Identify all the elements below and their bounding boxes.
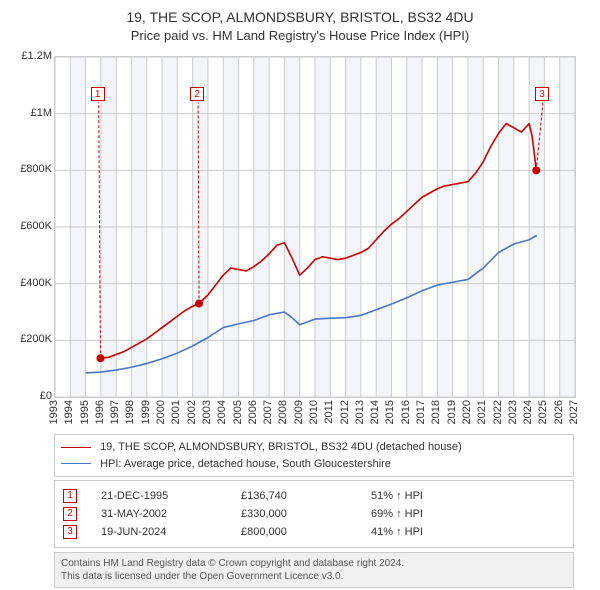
table-row: 2 31-MAY-2002 £330,000 69% ↑ HPI — [63, 505, 565, 523]
x-tick-label: 2025 — [537, 400, 549, 424]
x-tick-label: 2010 — [308, 400, 320, 424]
legend-label-1: 19, THE SCOP, ALMONDSBURY, BRISTOL, BS32… — [100, 441, 462, 453]
x-tick-label: 2013 — [354, 400, 366, 424]
point-price-1: £136,740 — [241, 490, 371, 502]
chart-title: 19, THE SCOP, ALMONDSBURY, BRISTOL, BS32… — [0, 8, 600, 27]
x-tick-label: 2021 — [476, 400, 488, 424]
x-tick-label: 2019 — [446, 400, 458, 424]
point-pct-3: 41% ↑ HPI — [371, 526, 565, 538]
footer: Contains HM Land Registry data © Crown c… — [54, 552, 574, 588]
table-row: 3 19-JUN-2024 £800,000 41% ↑ HPI — [63, 523, 565, 541]
plot-area — [54, 56, 576, 398]
x-tick-label: 2002 — [186, 400, 198, 424]
x-tick-label: 2008 — [277, 400, 289, 424]
x-tick-label: 2027 — [568, 400, 580, 424]
footer-line-2: This data is licensed under the Open Gov… — [61, 570, 567, 583]
x-tick-label: 2007 — [262, 400, 274, 424]
point-marker-1: 1 — [63, 489, 77, 503]
chart-marker-label: 1 — [91, 87, 105, 101]
table-row: 1 21-DEC-1995 £136,740 51% ↑ HPI — [63, 487, 565, 505]
point-date-1: 21-DEC-1995 — [101, 490, 241, 502]
x-tick-label: 1997 — [109, 400, 121, 424]
point-date-3: 19-JUN-2024 — [101, 526, 241, 538]
x-tick-label: 2024 — [522, 400, 534, 424]
y-tick-label: £1M — [4, 107, 52, 119]
x-tick-label: 2004 — [216, 400, 228, 424]
point-price-3: £800,000 — [241, 526, 371, 538]
point-pct-2: 69% ↑ HPI — [371, 508, 565, 520]
y-tick-label: £800K — [4, 163, 52, 175]
legend-swatch-2 — [61, 463, 91, 464]
x-tick-label: 2017 — [415, 400, 427, 424]
legend-swatch-1 — [61, 447, 91, 448]
x-tick-label: 2023 — [507, 400, 519, 424]
x-tick-label: 2012 — [339, 400, 351, 424]
x-tick-label: 2022 — [492, 400, 504, 424]
x-tick-label: 2014 — [369, 400, 381, 424]
y-tick-label: £600K — [4, 220, 52, 232]
y-tick-label: £1.2M — [4, 50, 52, 62]
x-tick-label: 2011 — [323, 400, 335, 424]
x-tick-label: 2009 — [293, 400, 305, 424]
x-tick-label: 1995 — [79, 400, 91, 424]
x-tick-label: 1999 — [140, 400, 152, 424]
x-tick-label: 2026 — [553, 400, 565, 424]
x-tick-label: 2020 — [461, 400, 473, 424]
y-tick-label: £0 — [4, 390, 52, 402]
legend-label-2: HPI: Average price, detached house, Sout… — [100, 458, 391, 470]
x-tick-label: 2001 — [170, 400, 182, 424]
y-tick-label: £400K — [4, 277, 52, 289]
chart-subtitle: Price paid vs. HM Land Registry's House … — [0, 27, 600, 45]
x-tick-label: 1994 — [63, 400, 75, 424]
point-date-2: 31-MAY-2002 — [101, 508, 241, 520]
x-tick-label: 2005 — [232, 400, 244, 424]
chart-marker-label: 3 — [535, 87, 549, 101]
x-tick-label: 2018 — [430, 400, 442, 424]
legend: 19, THE SCOP, ALMONDSBURY, BRISTOL, BS32… — [54, 434, 574, 477]
x-tick-label: 2003 — [201, 400, 213, 424]
x-tick-label: 1996 — [94, 400, 106, 424]
x-tick-label: 2006 — [247, 400, 259, 424]
point-marker-2: 2 — [63, 507, 77, 521]
x-tick-label: 2015 — [384, 400, 396, 424]
points-table: 1 21-DEC-1995 £136,740 51% ↑ HPI 2 31-MA… — [54, 480, 574, 548]
point-marker-3: 3 — [63, 525, 77, 539]
chart-marker-label: 2 — [190, 87, 204, 101]
x-tick-label: 1993 — [48, 400, 60, 424]
footer-line-1: Contains HM Land Registry data © Crown c… — [61, 557, 567, 570]
legend-item-1: 19, THE SCOP, ALMONDSBURY, BRISTOL, BS32… — [61, 439, 567, 456]
chart-svg — [55, 57, 575, 397]
point-price-2: £330,000 — [241, 508, 371, 520]
x-tick-label: 1998 — [124, 400, 136, 424]
y-tick-label: £200K — [4, 333, 52, 345]
legend-item-2: HPI: Average price, detached house, Sout… — [61, 456, 567, 473]
point-pct-1: 51% ↑ HPI — [371, 490, 565, 502]
chart-container: 19, THE SCOP, ALMONDSBURY, BRISTOL, BS32… — [0, 0, 600, 590]
title-block: 19, THE SCOP, ALMONDSBURY, BRISTOL, BS32… — [0, 0, 600, 44]
x-tick-label: 2016 — [400, 400, 412, 424]
x-tick-label: 2000 — [155, 400, 167, 424]
